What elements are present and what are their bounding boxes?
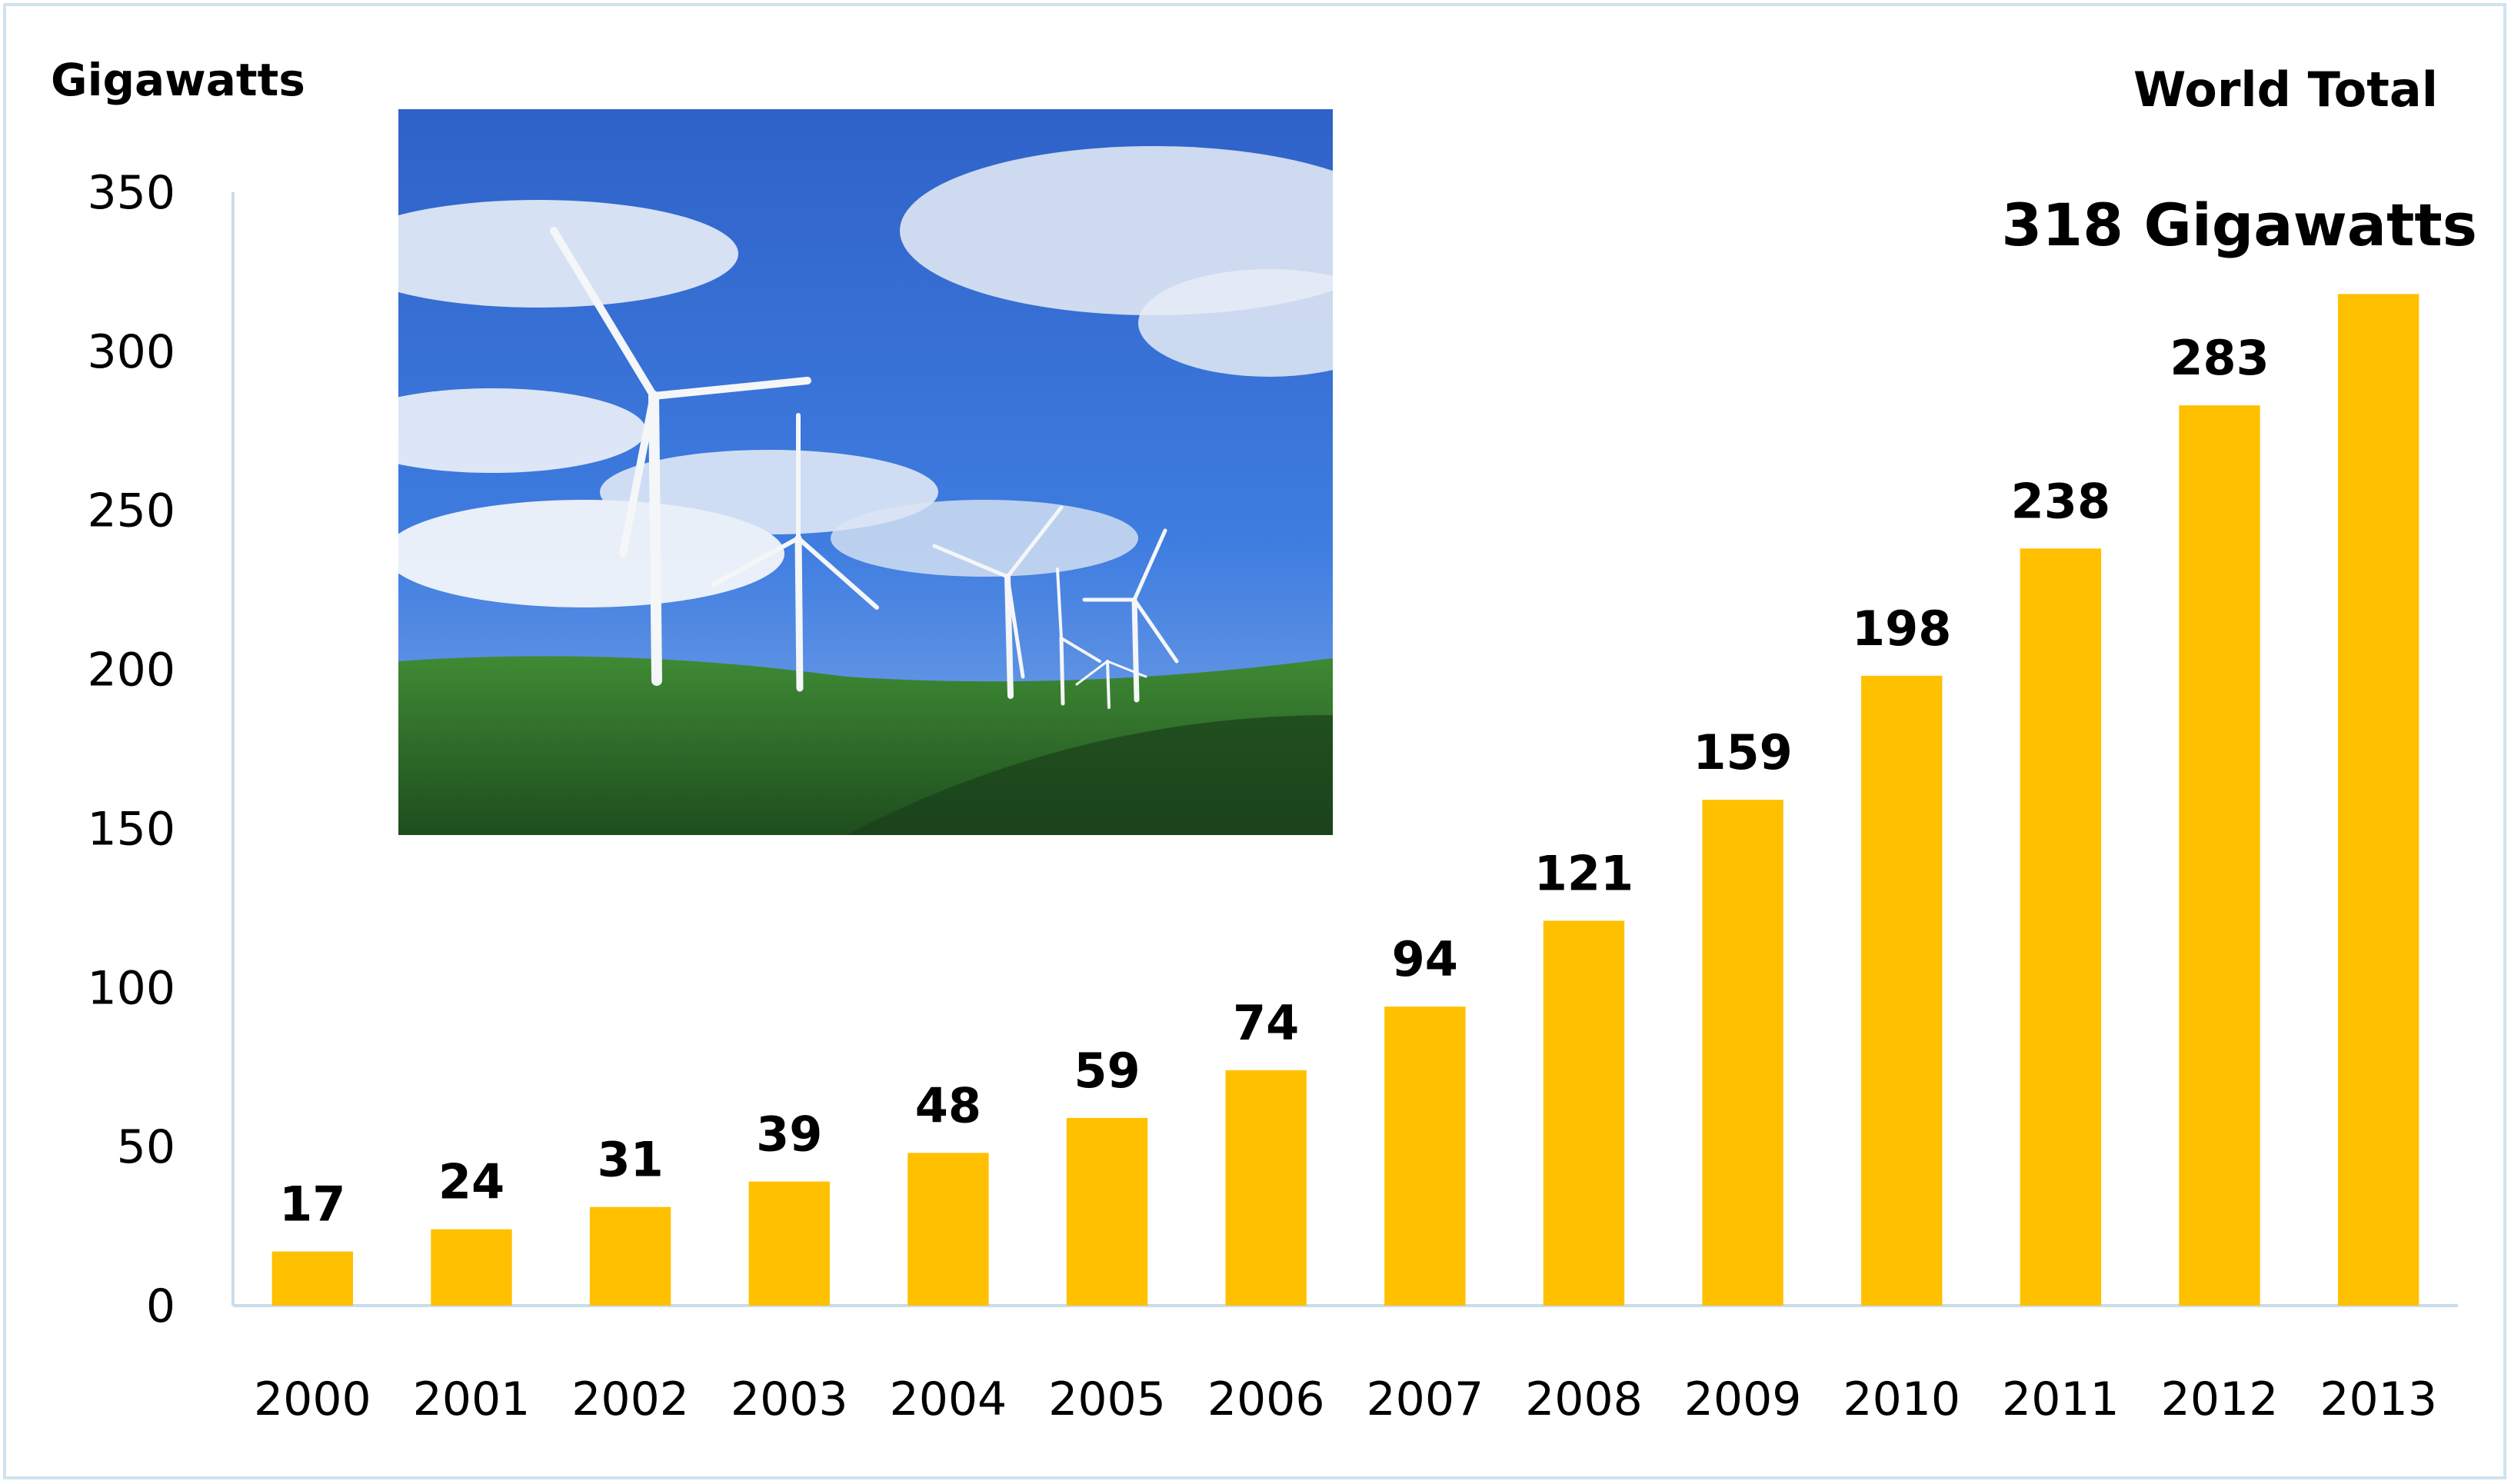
bar-2007 bbox=[1384, 1007, 1466, 1306]
bar-2012 bbox=[2179, 405, 2260, 1306]
y-axis-label: Gigawatts bbox=[51, 54, 305, 106]
y-tick-label: 350 bbox=[87, 166, 175, 220]
x-tick-label-2009: 2009 bbox=[1684, 1373, 1802, 1426]
x-tick-label-2001: 2001 bbox=[413, 1373, 531, 1426]
bar-2011 bbox=[2020, 548, 2102, 1306]
data-label-2004: 48 bbox=[915, 1077, 981, 1133]
data-label-2003: 39 bbox=[756, 1106, 822, 1163]
bar-2001 bbox=[431, 1229, 512, 1306]
data-label-2009: 159 bbox=[1693, 724, 1792, 780]
bar-2003 bbox=[748, 1181, 830, 1306]
y-tick-label: 0 bbox=[146, 1279, 175, 1333]
y-tick-label: 250 bbox=[87, 484, 175, 538]
bar-2004 bbox=[907, 1153, 989, 1306]
bars bbox=[271, 294, 2419, 1306]
x-tick-label-2002: 2002 bbox=[571, 1373, 689, 1426]
data-label-2011: 238 bbox=[2011, 473, 2110, 529]
data-label-2007: 94 bbox=[1392, 931, 1458, 987]
data-label-2008: 121 bbox=[1534, 845, 1633, 901]
y-axis-ticks: 0 50 100 150 200 250 300 350 bbox=[87, 166, 175, 1333]
data-label-2012: 283 bbox=[2170, 330, 2269, 386]
data-label-2005: 59 bbox=[1074, 1043, 1140, 1099]
bar-2005 bbox=[1066, 1117, 1148, 1306]
x-tick-label-2011: 2011 bbox=[2002, 1373, 2120, 1426]
data-labels: 17 24 31 39 48 59 74 94 121 159 198 238 283 bbox=[279, 330, 2270, 1232]
x-tick-label-2006: 2006 bbox=[1207, 1373, 1325, 1426]
x-tick-label-2012: 2012 bbox=[2161, 1373, 2279, 1426]
data-label-2010: 198 bbox=[1852, 601, 1951, 657]
y-tick-label: 100 bbox=[87, 961, 175, 1015]
x-tick-label-2008: 2008 bbox=[1525, 1373, 1643, 1426]
bar-2000 bbox=[271, 1251, 354, 1306]
bar-2008 bbox=[1543, 920, 1625, 1306]
x-tick-label-2007: 2007 bbox=[1366, 1373, 1484, 1426]
x-tick-label-2005: 2005 bbox=[1048, 1373, 1166, 1426]
data-label-2000: 17 bbox=[279, 1176, 345, 1233]
bar-2010 bbox=[1861, 675, 1943, 1306]
x-tick-label-2010: 2010 bbox=[1843, 1373, 1960, 1426]
annotation-heading: World Total bbox=[2133, 62, 2438, 118]
data-label-2002: 31 bbox=[597, 1132, 663, 1188]
data-label-2001: 24 bbox=[438, 1154, 505, 1210]
x-tick-label-2013: 2013 bbox=[2320, 1373, 2437, 1426]
bar-2002 bbox=[589, 1206, 671, 1306]
x-axis-ticks: 2000 2001 2002 2003 2004 2005 2006 2007 2008 2009… bbox=[254, 1373, 2437, 1426]
x-tick-label-2004: 2004 bbox=[890, 1373, 1007, 1426]
bar-2006 bbox=[1225, 1070, 1307, 1306]
bar-2009 bbox=[1702, 800, 1783, 1306]
y-tick-label: 300 bbox=[87, 325, 175, 379]
bar-2013 bbox=[2337, 294, 2419, 1306]
annotation-value: 318 Gigawatts bbox=[2001, 191, 2477, 259]
x-tick-label-2000: 2000 bbox=[254, 1373, 371, 1426]
x-tick-label-2003: 2003 bbox=[731, 1373, 848, 1426]
y-tick-label: 200 bbox=[87, 644, 175, 697]
y-tick-label: 50 bbox=[117, 1120, 175, 1174]
y-tick-label: 150 bbox=[87, 802, 175, 856]
data-label-2006: 74 bbox=[1233, 995, 1299, 1051]
wind-turbine-photo bbox=[398, 109, 1333, 835]
